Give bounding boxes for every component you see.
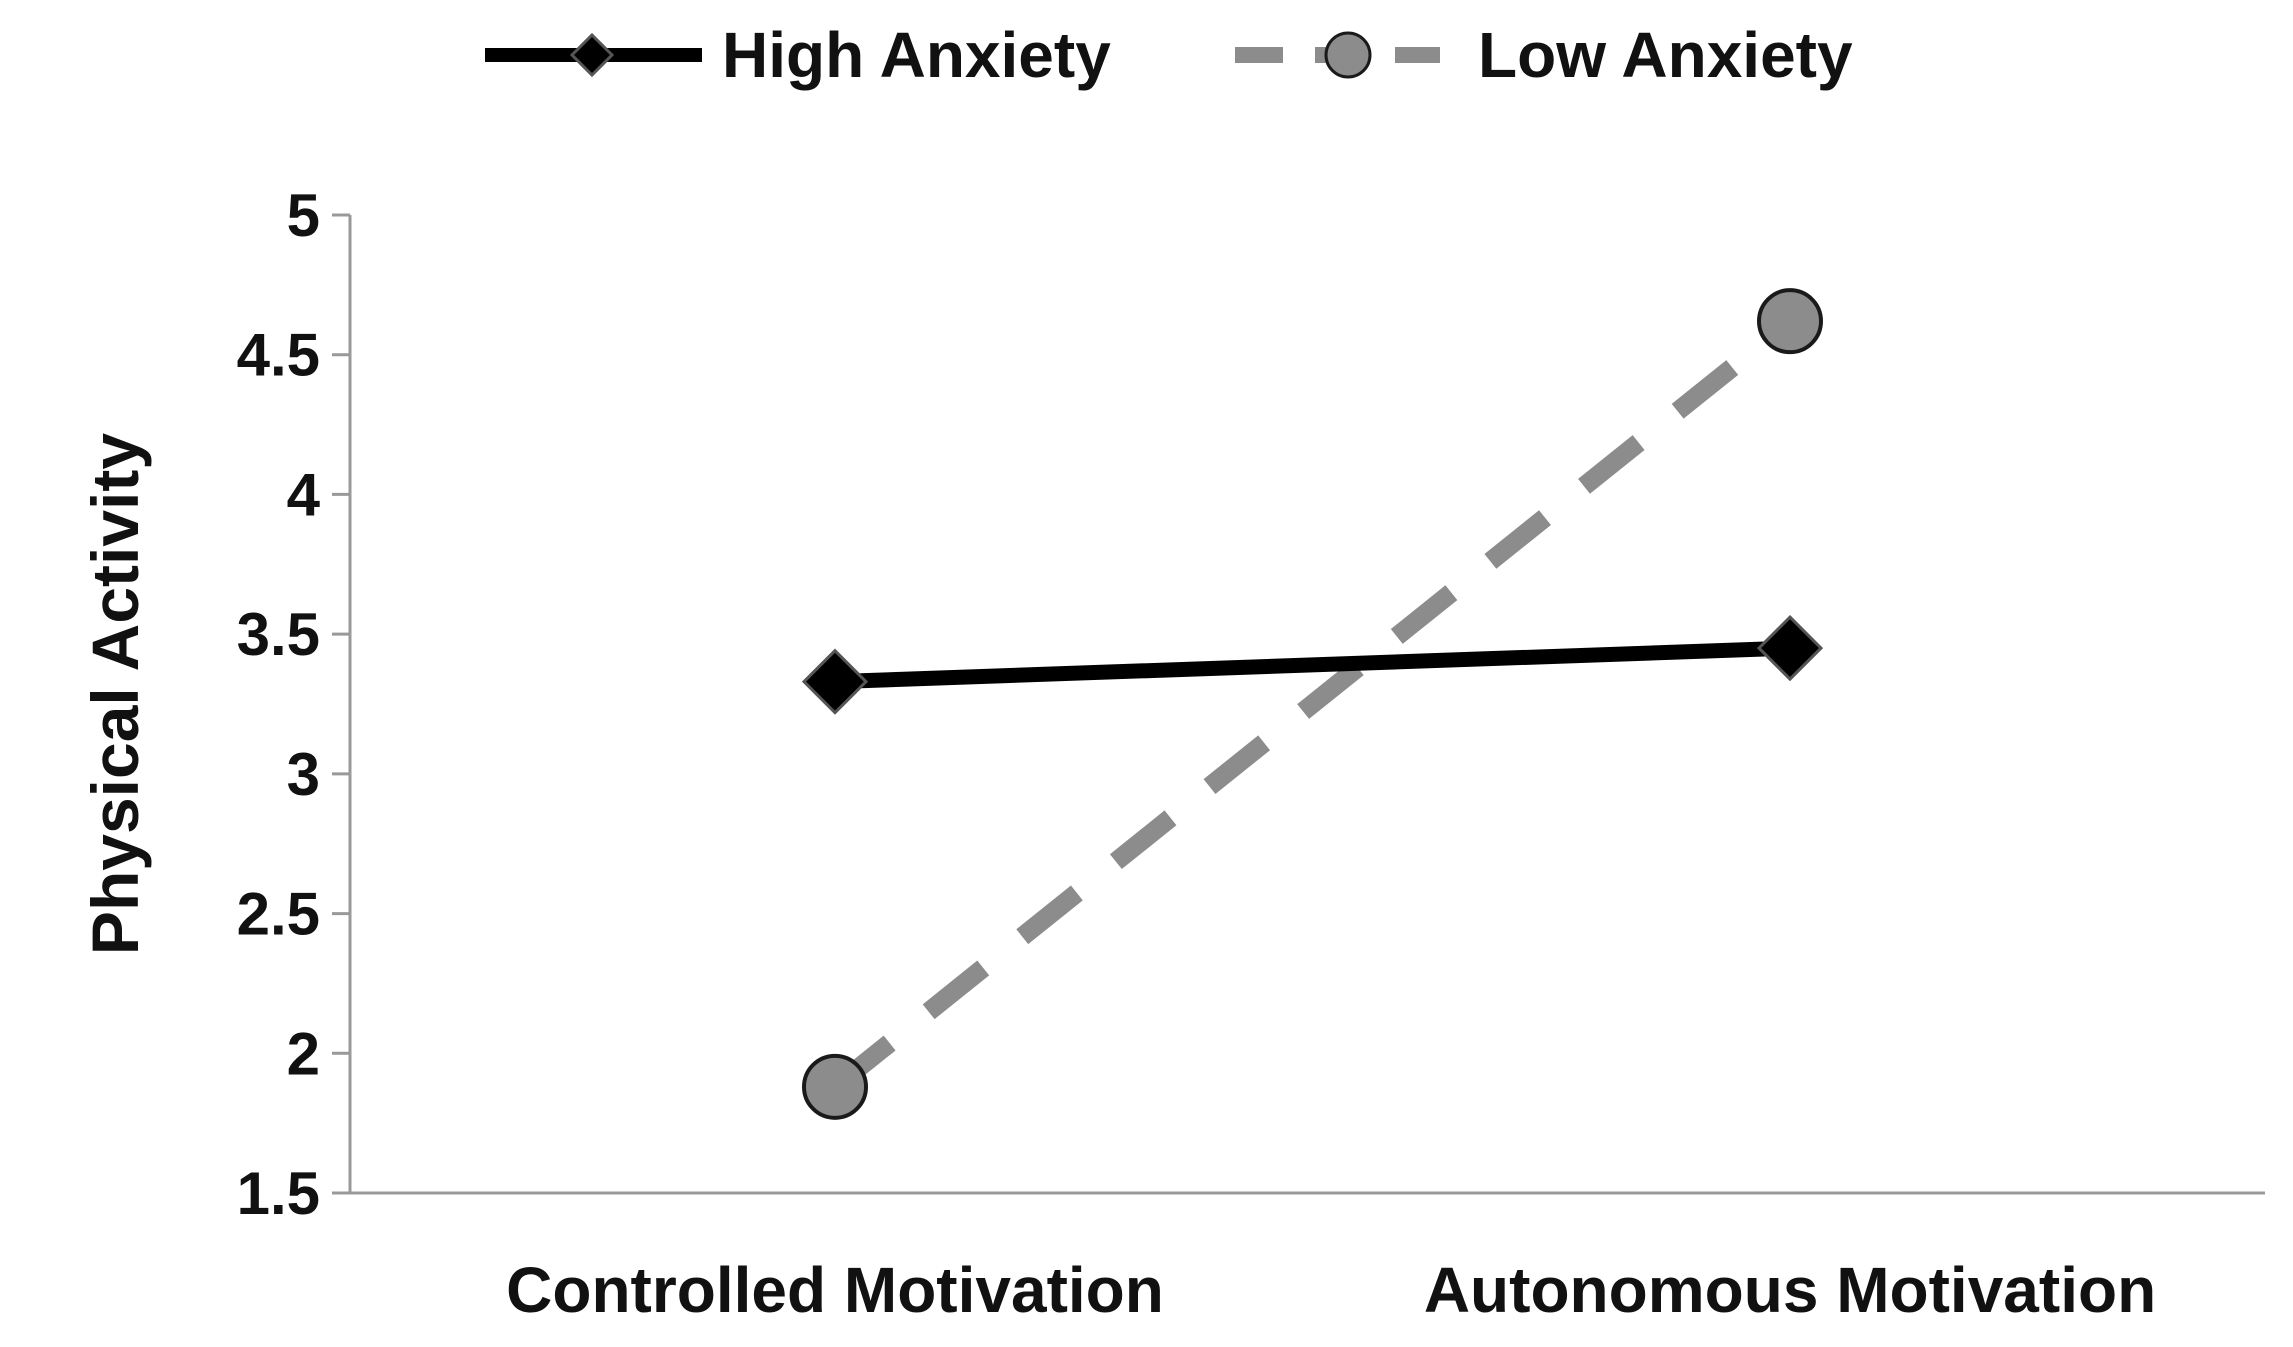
series-line-high-anxiety <box>834 640 1791 690</box>
y-tick-label: 2.5 <box>237 881 320 948</box>
axes <box>348 215 2265 1195</box>
y-tick-label: 4.5 <box>237 322 320 389</box>
y-axis-title: Physical Activity <box>78 433 152 955</box>
data-point-low-anxiety <box>802 1053 868 1120</box>
data-point-low-anxiety <box>1757 288 1823 355</box>
data-point-high-anxiety <box>801 648 869 715</box>
legend: High Anxiety Low Anxiety <box>485 19 1853 91</box>
y-tick-label: 3 <box>287 741 320 808</box>
legend-label-high-anxiety: High Anxiety <box>722 19 1111 91</box>
y-tick-label: 1.5 <box>237 1160 320 1227</box>
legend-marker-low-anxiety <box>1324 31 1372 79</box>
data-point-high-anxiety <box>1756 614 1824 682</box>
x-category-label: Autonomous Motivation <box>1424 1254 2156 1326</box>
y-tick-label: 2 <box>287 1020 320 1087</box>
series-group <box>801 288 1824 1120</box>
y-tick-label: 5 <box>287 182 320 249</box>
y-axis-ticks: 1.5 2 2.5 3 3.5 4 4.5 5 <box>237 182 350 1227</box>
legend-marker-high-anxiety <box>569 32 615 78</box>
x-axis-categories: Controlled Motivation Autonomous Motivati… <box>506 1254 2156 1326</box>
x-category-label: Controlled Motivation <box>506 1254 1164 1326</box>
legend-label-low-anxiety: Low Anxiety <box>1478 19 1853 91</box>
y-tick-label: 3.5 <box>237 601 320 668</box>
y-tick-label: 4 <box>287 461 321 528</box>
series-line-low-anxiety <box>829 313 1796 1095</box>
